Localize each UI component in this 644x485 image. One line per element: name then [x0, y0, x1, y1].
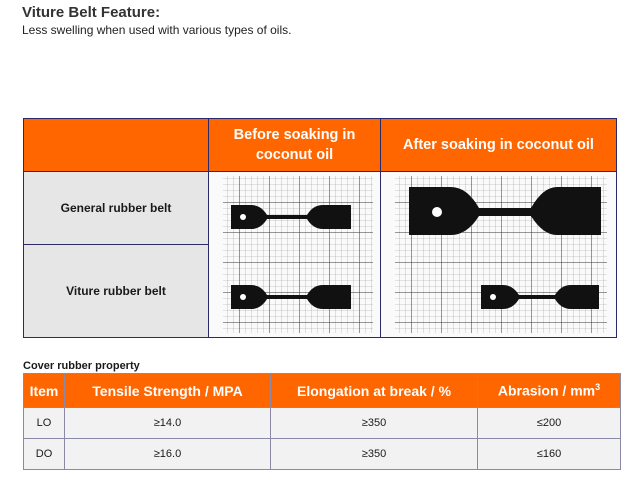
- col-header-abrasion: Abrasion / mm3: [477, 373, 621, 408]
- cell-item: DO: [23, 438, 65, 470]
- before-soaking-specimen-image: [209, 172, 380, 337]
- cell-item: LO: [23, 407, 65, 439]
- cover-rubber-property-table: Item Tensile Strength / MPA Elongation a…: [23, 373, 621, 470]
- comparison-header-blank: [24, 119, 208, 171]
- header-before-soaking: Before soaking in coconut oil: [209, 119, 380, 171]
- after-soaking-specimen-image: [381, 172, 616, 337]
- table-row: DO ≥16.0 ≥350 ≤160: [23, 438, 621, 470]
- cell-elongation: ≥350: [270, 438, 478, 470]
- col-header-elongation: Elongation at break / %: [270, 373, 478, 408]
- cell-abrasion: ≤160: [477, 438, 621, 470]
- header-after-soaking: After soaking in coconut oil: [381, 119, 616, 171]
- table-header-row: Item Tensile Strength / MPA Elongation a…: [23, 373, 621, 408]
- cell-tensile: ≥16.0: [64, 438, 271, 470]
- page-subtitle: Less swelling when used with various typ…: [22, 23, 292, 37]
- abrasion-unit-exponent: 3: [595, 382, 601, 393]
- col-header-item: Item: [23, 373, 65, 408]
- section-title-cover-rubber: Cover rubber property: [23, 360, 140, 372]
- abrasion-label: Abrasion / mm: [497, 382, 596, 399]
- col-header-tensile: Tensile Strength / MPA: [64, 373, 271, 408]
- page-title: Viture Belt Feature:: [22, 4, 161, 21]
- cell-abrasion: ≤200: [477, 407, 621, 439]
- cell-tensile: ≥14.0: [64, 407, 271, 439]
- row-label-general-belt: General rubber belt: [24, 172, 208, 244]
- cell-elongation: ≥350: [270, 407, 478, 439]
- table-row: LO ≥14.0 ≥350 ≤200: [23, 407, 621, 439]
- row-label-viture-belt: Viture rubber belt: [24, 245, 208, 337]
- comparison-table: Before soaking in coconut oil After soak…: [23, 118, 617, 338]
